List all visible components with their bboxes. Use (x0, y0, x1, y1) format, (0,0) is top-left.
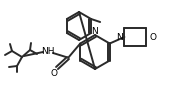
Text: N: N (116, 32, 122, 41)
Text: O: O (149, 32, 156, 41)
Text: N: N (92, 27, 98, 37)
Text: O: O (51, 69, 57, 77)
Text: NH: NH (41, 48, 55, 56)
